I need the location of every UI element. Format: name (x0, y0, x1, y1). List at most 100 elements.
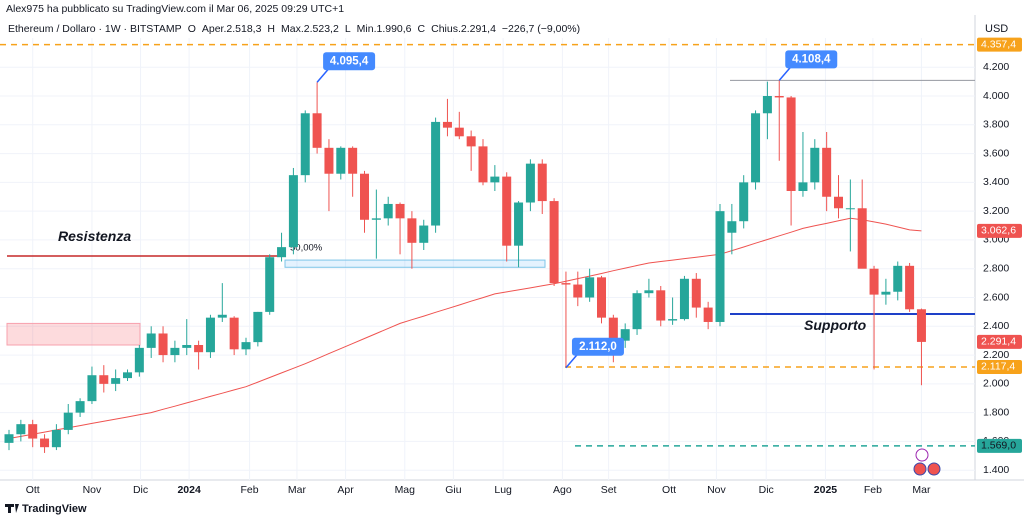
legend-item: H (267, 23, 275, 35)
candle-body (585, 277, 595, 298)
resistance-label: Resistenza (58, 228, 131, 244)
x-tick-label: Nov (83, 484, 102, 496)
candle-body (478, 146, 488, 183)
callout-box (785, 50, 838, 69)
candle-body (288, 175, 298, 248)
candle-body (798, 182, 808, 191)
event-icon (927, 462, 941, 476)
candle-body (537, 163, 547, 202)
candle-body (845, 208, 855, 210)
last-tag (977, 334, 1022, 349)
candle-body (703, 307, 713, 322)
y-tick-label: 2.800 (983, 262, 1009, 274)
zone (6, 322, 141, 346)
candle-body (715, 211, 725, 322)
footer: TradingView (22, 503, 87, 515)
candle-body (881, 291, 891, 295)
candle-body (857, 208, 867, 269)
candle-body (123, 372, 132, 379)
candle-body (442, 121, 452, 128)
x-tick-label: Mag (395, 484, 416, 496)
candle-body (229, 317, 239, 350)
candle-body (205, 317, 215, 353)
candle-body (395, 203, 405, 219)
candle-body (217, 314, 227, 318)
callout-box (323, 52, 376, 71)
legend-item: −226,7 (−9,00%) (502, 23, 580, 35)
candle-body (99, 375, 109, 384)
callout-pointer (316, 67, 330, 83)
candle-body (146, 333, 156, 348)
candle-body (561, 283, 571, 285)
candle-body (371, 218, 381, 220)
candle-body (241, 342, 251, 350)
x-tick-label: Nov (707, 484, 726, 496)
candle-body (916, 309, 926, 342)
candle-body (502, 176, 512, 246)
y-tick-label: 3.600 (983, 147, 1009, 159)
candle-body (265, 257, 275, 312)
candle-body (63, 412, 73, 430)
candle-body (774, 96, 784, 98)
y-tick-label: 1.800 (983, 406, 1009, 418)
legend-item: L (345, 23, 351, 35)
candle-body (134, 347, 144, 373)
legend-item: Max.2.523,2 (281, 23, 339, 35)
candle-body (87, 375, 97, 402)
candle-body (620, 329, 630, 341)
callout-pointer (778, 65, 792, 81)
price-tag (977, 37, 1022, 52)
x-tick-label: Dic (759, 484, 774, 496)
callout-label: 4.108,4 (792, 53, 831, 65)
legend-item: O (188, 23, 196, 35)
legend-item: C (418, 23, 426, 35)
event-icon (915, 448, 929, 462)
callout-box (571, 337, 624, 356)
legend-item: Ethereum / Dollaro · 1W · BITSTAMP (8, 23, 182, 35)
candle-body (893, 265, 903, 292)
candle-body (277, 247, 287, 258)
candle-body (810, 147, 820, 183)
candle-body (739, 182, 749, 222)
legend-item: Min.1.990,6 (357, 23, 412, 35)
ma-tag-label: 3.062,6 (981, 225, 1016, 237)
x-tick-label: Ott (662, 484, 676, 496)
candle-body (608, 317, 618, 341)
price-tag-label: 1.569,0 (981, 440, 1016, 452)
candle-body (419, 225, 429, 243)
candle-body (348, 147, 358, 174)
x-tick-label: Mar (912, 484, 931, 496)
candle-body (834, 196, 843, 209)
y-tick-label: 3.800 (983, 119, 1009, 131)
legend-item: Aper.2.518,3 (202, 23, 262, 35)
candle-body (194, 344, 204, 353)
candle-body (644, 290, 654, 294)
candle-body (111, 378, 121, 384)
candle-body (656, 290, 666, 321)
candle-body (525, 163, 535, 203)
x-tick-label: Mar (288, 484, 307, 496)
x-tick-label: Feb (864, 484, 882, 496)
x-tick-label: Dic (133, 484, 148, 496)
x-tick-label: Giu (445, 484, 462, 496)
y-tick-label: 3.200 (983, 205, 1009, 217)
header: Alex975 ha pubblicato su TradingView.com… (6, 3, 344, 15)
candle-body (383, 203, 393, 219)
candle-body (549, 201, 559, 284)
x-tick-label: Ott (26, 484, 40, 496)
candle-body (597, 277, 606, 318)
candle-body (407, 218, 417, 243)
x-tick-label: Feb (241, 484, 259, 496)
y-tick-label: 2.600 (983, 291, 1009, 303)
x-tick-label: Apr (337, 484, 354, 496)
price-tag-label: 4.357,4 (981, 38, 1016, 50)
logo (5, 504, 19, 513)
candle-body (514, 202, 524, 246)
callout-label: 4.095,4 (330, 55, 369, 67)
y-tick-label: 3.400 (983, 176, 1009, 188)
ma-tag (977, 223, 1022, 238)
x-tick-label: Ago (553, 484, 572, 496)
candle-body (28, 424, 38, 439)
callout-label: 2.112,0 (579, 341, 617, 353)
